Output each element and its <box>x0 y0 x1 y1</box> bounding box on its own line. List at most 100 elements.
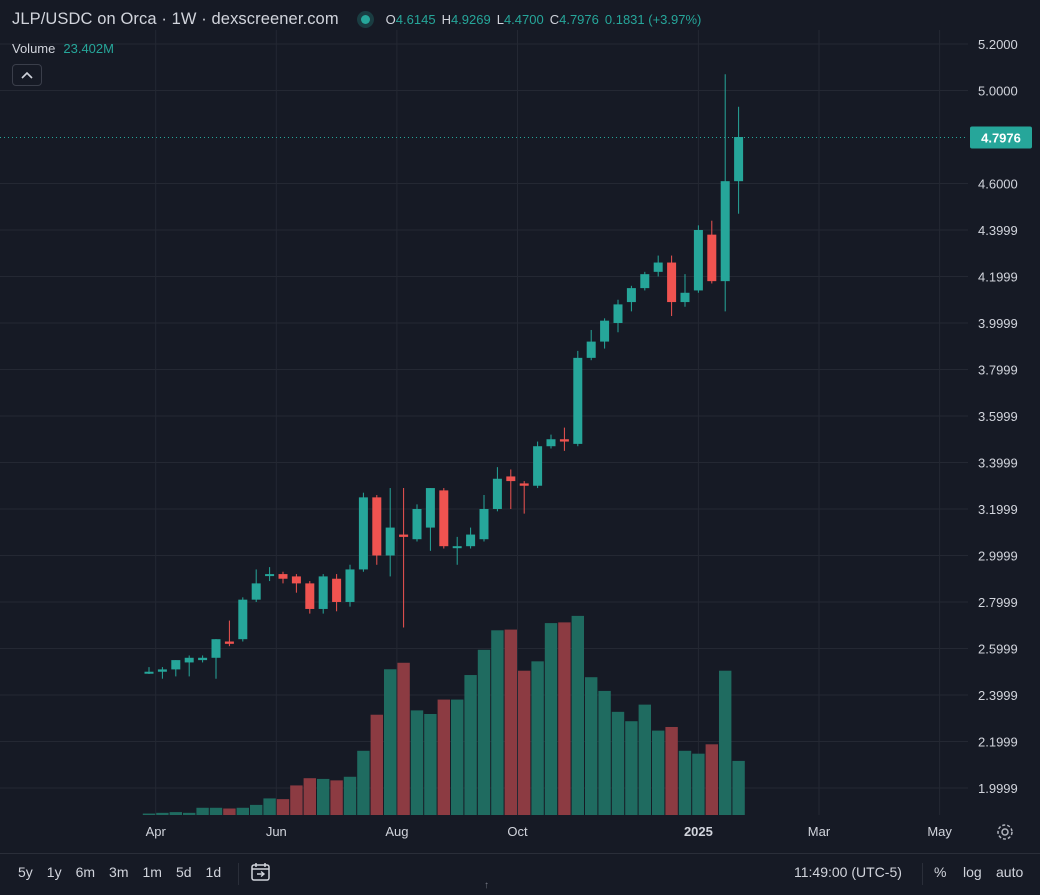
symbol-title: JLP/USDC on Orca · 1W · dexscreener.com <box>12 10 339 28</box>
y-tick-label: 3.7999 <box>978 363 1018 378</box>
volume-bar <box>451 699 464 815</box>
volume-label: Volume <box>12 41 56 56</box>
auto-scale-toggle[interactable]: auto <box>996 864 1024 880</box>
volume-bar <box>719 670 732 815</box>
volume-bar <box>504 629 517 815</box>
candle-body <box>734 136 744 182</box>
volume-bar <box>611 711 625 815</box>
candle-body <box>399 534 409 537</box>
range-selector: 5y 1y 6m 3m 1m 5d 1d <box>18 864 235 880</box>
range-1y[interactable]: 1y <box>46 864 62 880</box>
candle-body <box>171 660 181 670</box>
candle-body <box>573 357 583 444</box>
volume-bar <box>303 778 316 815</box>
x-tick-label: Aug <box>385 824 408 839</box>
y-tick-label: 2.3999 <box>978 688 1018 703</box>
range-1d[interactable]: 1d <box>205 864 222 880</box>
bottom-toolbar: 5y 1y 6m 3m 1m 5d 1d 11:49:00 (UTC-5) % … <box>0 853 1040 895</box>
chevron-up-icon <box>21 71 33 79</box>
volume-bar <box>531 661 544 815</box>
volume-bar <box>477 649 491 815</box>
volume-bar <box>705 744 718 815</box>
candle-body <box>345 569 355 602</box>
y-tick-label: 4.6000 <box>978 176 1018 191</box>
current-price-tag <box>970 126 1032 149</box>
volume-bar <box>692 753 705 815</box>
volume-bar <box>558 622 571 815</box>
volume-bar <box>652 730 665 815</box>
close-label: C <box>549 12 560 27</box>
volume-bar <box>625 721 638 815</box>
candle-body <box>198 657 208 661</box>
y-tick-label: 3.9999 <box>978 316 1018 331</box>
y-tick-label: 5.0000 <box>978 83 1018 98</box>
candle-body <box>238 599 248 640</box>
candle-body <box>667 262 677 303</box>
candle-body <box>358 497 368 570</box>
candle-body <box>385 527 395 556</box>
candle-body <box>586 341 596 358</box>
candle-body <box>184 657 194 663</box>
candle-body <box>640 274 650 289</box>
low-value: 4.4700 <box>503 12 544 27</box>
volume-bar <box>357 750 370 815</box>
candle-body <box>693 229 703 291</box>
y-tick-label: 4.1999 <box>978 270 1018 285</box>
candle-body <box>720 181 730 282</box>
volume-bar <box>250 804 263 815</box>
candle-body <box>211 639 221 658</box>
candle-body <box>332 578 342 602</box>
close-value: 4.7976 <box>559 12 599 27</box>
x-tick-label: Mar <box>808 824 831 839</box>
candle-body <box>291 576 301 584</box>
candle-body <box>144 671 154 674</box>
x-tick-label: Jun <box>266 824 287 839</box>
x-tick-label: 2025 <box>684 824 713 839</box>
volume-bar <box>343 776 357 815</box>
change-value: 0.1831 (+3.97%) <box>604 12 702 27</box>
collapse-legend-button[interactable] <box>12 64 42 86</box>
volume-bar <box>169 812 182 815</box>
candle-body <box>479 508 489 540</box>
volume-bar <box>156 812 169 815</box>
market-status-dot <box>360 15 370 24</box>
volume-bar <box>464 675 477 815</box>
candle-body <box>492 478 502 509</box>
range-5y[interactable]: 5y <box>18 864 33 880</box>
y-tick-label: 3.1999 <box>978 502 1018 517</box>
volume-bar <box>196 807 209 815</box>
candle-body <box>613 304 623 323</box>
volume-bar <box>665 726 678 815</box>
candle-body <box>626 288 636 303</box>
range-1m[interactable]: 1m <box>142 864 162 880</box>
range-5d[interactable]: 5d <box>175 864 192 880</box>
open-label: O <box>385 12 396 27</box>
divider <box>922 863 923 885</box>
range-3m[interactable]: 3m <box>109 864 129 880</box>
percent-scale-toggle[interactable]: % <box>934 864 947 880</box>
candle-body <box>251 583 261 600</box>
volume-bar <box>544 623 558 815</box>
volume-bar <box>571 615 584 815</box>
chart-header: JLP/USDC on Orca · 1W · dexscreener.com … <box>12 10 701 29</box>
candle-body <box>600 320 610 342</box>
range-6m[interactable]: 6m <box>75 864 96 880</box>
log-scale-toggle[interactable]: log <box>963 864 982 880</box>
x-tick-label: Oct <box>507 824 528 839</box>
volume-bar <box>397 662 410 815</box>
settings-gear-icon[interactable] <box>996 823 1014 841</box>
volume-bar <box>518 670 531 815</box>
high-label: H <box>441 12 451 27</box>
volume-bar <box>732 760 745 815</box>
clock-timezone[interactable]: 11:49:00 (UTC-5) <box>794 864 902 880</box>
volume-bar <box>424 714 437 815</box>
open-value: 4.6145 <box>395 12 436 27</box>
candle-body <box>466 534 476 547</box>
calendar-goto-icon[interactable] <box>250 861 272 883</box>
y-tick-label: 5.2000 <box>978 37 1018 52</box>
scroll-up-arrow-icon[interactable]: ↑ <box>484 880 489 891</box>
current-price-label: 4.7976 <box>981 131 1021 146</box>
low-label: L <box>496 12 504 27</box>
high-value: 4.9269 <box>450 12 491 27</box>
